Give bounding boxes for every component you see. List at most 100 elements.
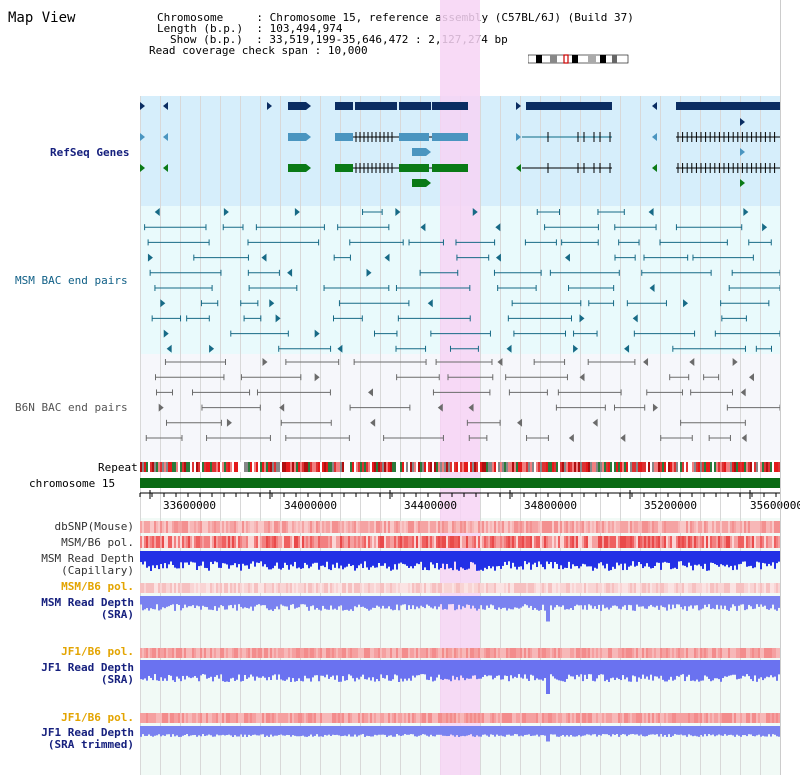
track-label-refseq[interactable]: RefSeq Genes (50, 146, 130, 159)
repeat-seg (332, 462, 334, 472)
heat-cell (176, 648, 178, 658)
depth-bar (588, 726, 590, 735)
heat-cell (166, 648, 168, 658)
heat-cell (332, 536, 334, 548)
gene-arrow (468, 403, 474, 412)
heat-cell (292, 713, 294, 723)
depth-bar (544, 660, 546, 679)
heat-cell (676, 521, 678, 533)
chromosome-ideogram[interactable] (528, 52, 630, 66)
depth-bar (466, 596, 468, 605)
depth-bar (626, 726, 628, 737)
heat-cell (258, 648, 260, 658)
repeat-seg (584, 462, 586, 472)
depth-bar (192, 596, 194, 606)
heat-cell (518, 536, 520, 548)
heat-cell (688, 536, 690, 548)
depth-bar (538, 660, 540, 680)
heat-cell (160, 536, 162, 548)
heat-cell (380, 521, 382, 533)
heat-cell (514, 648, 516, 658)
heat-cell (684, 521, 686, 533)
heat-cell (290, 713, 292, 723)
repeat-seg (620, 462, 622, 472)
heat-cell (634, 713, 636, 723)
heat-cell (338, 648, 340, 658)
gene-arrow (269, 299, 275, 308)
depth-bar (704, 596, 706, 605)
heat-cell (778, 713, 780, 723)
heat-cell (322, 648, 324, 658)
repeat-seg (530, 462, 532, 472)
heat-cell (494, 713, 496, 723)
depth-bar (486, 596, 488, 606)
depth-bar (534, 660, 536, 681)
depth-bar (528, 726, 530, 735)
depth-bar (154, 726, 156, 736)
depth-bar (392, 660, 394, 680)
track-label-msm-bac[interactable]: MSM BAC end pairs (15, 274, 128, 287)
heat-cell (536, 583, 538, 593)
depth-bar (338, 551, 340, 569)
depth-bar (640, 660, 642, 679)
selection-highlight[interactable] (440, 0, 480, 775)
depth-bar (584, 596, 586, 606)
heat-cell (204, 583, 206, 593)
heat-cell (668, 713, 670, 723)
heat-cell (462, 521, 464, 533)
heat-cell (330, 648, 332, 658)
heat-cell (250, 536, 252, 548)
heat-cell (500, 583, 502, 593)
depth-bar (174, 596, 176, 611)
depth-bar (730, 726, 732, 735)
repeat-seg (536, 462, 538, 472)
heat-cell (598, 583, 600, 593)
heat-cell (322, 583, 324, 593)
heat-cell (196, 648, 198, 658)
heat-cell (746, 536, 748, 548)
heat-cell (348, 648, 350, 658)
heat-cell (616, 521, 618, 533)
heat-cell (466, 648, 468, 658)
depth-bar (400, 660, 402, 679)
heat-cell (354, 648, 356, 658)
depth-bar (288, 551, 290, 570)
depth-bar (558, 551, 560, 570)
depth-bar (440, 660, 442, 680)
heat-cell (668, 521, 670, 533)
ruler-tick-3: 34800000 (524, 499, 577, 512)
depth-bar (320, 660, 322, 676)
depth-bar (522, 596, 524, 607)
heat-cell (336, 583, 338, 593)
gene-block (355, 102, 397, 110)
heat-cell (650, 713, 652, 723)
depth-bar (498, 660, 500, 676)
heat-cell (742, 713, 744, 723)
heat-cell (746, 713, 748, 723)
heat-cell (446, 648, 448, 658)
heat-cell (732, 583, 734, 593)
heat-cell (706, 713, 708, 723)
heat-cell (190, 521, 192, 533)
depth-bar (524, 660, 526, 675)
heat-cell (356, 648, 358, 658)
depth-bar (398, 660, 400, 682)
depth-bar (396, 596, 398, 605)
depth-bar (308, 660, 310, 679)
heat-cell (428, 536, 430, 548)
heat-cell (450, 521, 452, 533)
depth-bar (360, 726, 362, 735)
repeat-seg (480, 462, 482, 472)
repeat-seg (150, 462, 152, 472)
track-label-b6n-bac[interactable]: B6N BAC end pairs (15, 401, 128, 414)
gene-arrow (420, 223, 426, 232)
depth-bar (480, 551, 482, 570)
depth-bar (508, 660, 510, 682)
depth-bar (404, 660, 406, 679)
repeat-seg (682, 462, 684, 472)
depth-bar (740, 726, 742, 737)
heat-cell (504, 536, 506, 548)
depth-bar (402, 596, 404, 605)
heat-cell (548, 583, 550, 593)
